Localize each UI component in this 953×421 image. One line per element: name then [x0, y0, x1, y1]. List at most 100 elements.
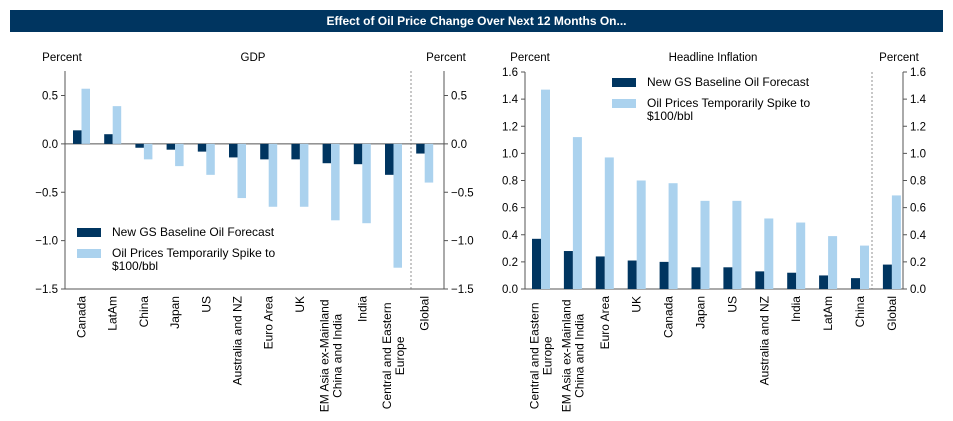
- x-tick-label: Australia and NZ: [231, 296, 245, 385]
- right-y-tick-label: −1.5: [451, 284, 474, 296]
- x-tick-label: UK: [293, 296, 307, 313]
- bar-spike: [860, 245, 869, 289]
- bar-spike: [424, 143, 434, 183]
- left-y-tick-label: 1.2: [502, 121, 518, 133]
- chart-gdp: Percent GDP Percent 0.5 0.5 0.0 0.0 −0.5 −0.5 −1.…: [35, 52, 473, 412]
- x-tick-label: Central and Eastern: [528, 302, 542, 409]
- bar-baseline: [532, 238, 541, 289]
- chart-title: GDP: [241, 52, 266, 64]
- left-y-tick-label: 0.0: [42, 139, 58, 151]
- x-tick-label: India: [355, 296, 369, 322]
- right-y-tick-label: −0.5: [451, 187, 474, 199]
- left-y-tick-label: 0.4: [502, 230, 519, 242]
- bar-spike: [299, 143, 309, 207]
- legend-label: $100/bbl: [647, 109, 693, 123]
- x-tick-label: Japan: [168, 296, 182, 329]
- bar-baseline: [166, 143, 176, 150]
- legend-label: New GS Baseline Oil Forecast: [647, 75, 810, 89]
- legend-swatch-baseline: [77, 228, 101, 237]
- x-tick-label: Euro Area: [598, 296, 612, 350]
- right-y-tick-label: 1.2: [910, 121, 926, 133]
- right-y-tick-label: 0.0: [910, 284, 926, 296]
- chart-title: Headline Inflation: [669, 52, 758, 64]
- left-y-tick-label: 0.5: [42, 91, 58, 103]
- legend: New GS Baseline Oil Forecast Oil Prices T…: [77, 225, 275, 273]
- x-tick-label: China and India: [331, 313, 345, 397]
- left-y-tick-label: 0.2: [502, 257, 518, 269]
- bar-baseline: [691, 267, 701, 289]
- bar-baseline: [787, 272, 797, 289]
- x-tick-label: UK: [630, 296, 644, 313]
- left-y-tick-label: 1.4: [502, 94, 519, 106]
- bar-spike: [175, 143, 184, 167]
- x-tick-label: China: [137, 296, 151, 328]
- right-y-tick-label: 0.2: [910, 257, 926, 269]
- right-axis-unit-label: Percent: [426, 52, 466, 64]
- legend-label: New GS Baseline Oil Forecast: [112, 225, 275, 239]
- right-y-tick-label: 0.8: [910, 176, 926, 188]
- bar-baseline: [73, 130, 82, 144]
- left-y-tick-label: −1.0: [35, 236, 58, 248]
- x-tick-label: US: [725, 296, 739, 313]
- right-y-tick-label: −1.0: [451, 236, 474, 248]
- bar-spike: [828, 236, 838, 289]
- x-tick-label: LatAm: [106, 296, 120, 331]
- bar-baseline: [819, 275, 829, 289]
- left-y-tick-label: 1.0: [502, 148, 518, 160]
- legend: New GS Baseline Oil Forecast Oil Prices T…: [612, 75, 810, 123]
- bar-baseline: [385, 143, 394, 175]
- x-tick-label: Australia and NZ: [757, 296, 771, 385]
- bar-baseline: [104, 134, 113, 144]
- x-tick-label: US: [199, 296, 213, 313]
- legend-swatch-spike: [612, 99, 636, 108]
- left-y-tick-label: 1.6: [502, 67, 518, 79]
- x-tick-label: Euro Area: [262, 296, 276, 350]
- bar-spike: [331, 143, 340, 221]
- bar-spike: [700, 200, 710, 289]
- left-y-tick-label: 0.8: [502, 176, 518, 188]
- bar-baseline: [882, 264, 892, 289]
- bar-baseline: [659, 261, 669, 289]
- legend-swatch-spike: [77, 249, 101, 258]
- bar-spike: [891, 195, 901, 289]
- chart-title-bar: Effect of Oil Price Change Over Next 12 …: [10, 10, 943, 32]
- bar-spike: [143, 143, 153, 160]
- x-tick-label: EM Asia ex-Mainland: [559, 299, 573, 412]
- bar-baseline: [322, 143, 332, 164]
- x-tick-label: EM Asia ex-Mainland: [318, 299, 332, 412]
- x-tick-label: Global: [885, 296, 899, 331]
- legend-label: Oil Prices Temporarily Spike to: [647, 96, 810, 110]
- bar-baseline: [353, 143, 363, 165]
- x-tick-label: Canada: [75, 296, 89, 338]
- x-tick-label: Canada: [662, 296, 676, 338]
- left-y-tick-label: −1.5: [35, 284, 58, 296]
- bar-spike: [393, 143, 402, 268]
- bar-baseline: [291, 143, 300, 160]
- bar-baseline: [851, 278, 860, 289]
- bar-baseline: [723, 267, 733, 289]
- right-y-tick-label: 0.0: [451, 139, 467, 151]
- right-y-tick-label: 0.4: [910, 230, 927, 242]
- bar-baseline: [260, 143, 269, 160]
- bar-spike: [81, 88, 90, 144]
- right-y-tick-label: 1.0: [910, 148, 926, 160]
- x-tick-label: China and India: [572, 313, 586, 397]
- bar-baseline: [416, 143, 425, 154]
- bar-baseline: [197, 143, 207, 152]
- bar-spike: [206, 143, 215, 175]
- bar-baseline: [755, 271, 765, 289]
- bar-spike: [764, 218, 774, 289]
- bar-spike: [112, 106, 122, 144]
- left-y-tick-label: −0.5: [35, 187, 58, 199]
- x-tick-label: Japan: [694, 296, 708, 329]
- bar-baseline: [595, 256, 605, 289]
- x-tick-label: China: [853, 296, 867, 328]
- bar-baseline: [135, 143, 144, 148]
- left-y-tick-label: 0.6: [502, 203, 518, 215]
- right-axis-unit-label: Percent: [879, 52, 919, 64]
- right-y-tick-label: 1.6: [910, 67, 926, 79]
- x-tick-label: Central and Eastern: [380, 302, 394, 409]
- bar-spike: [572, 137, 582, 289]
- bar-spike: [636, 180, 646, 289]
